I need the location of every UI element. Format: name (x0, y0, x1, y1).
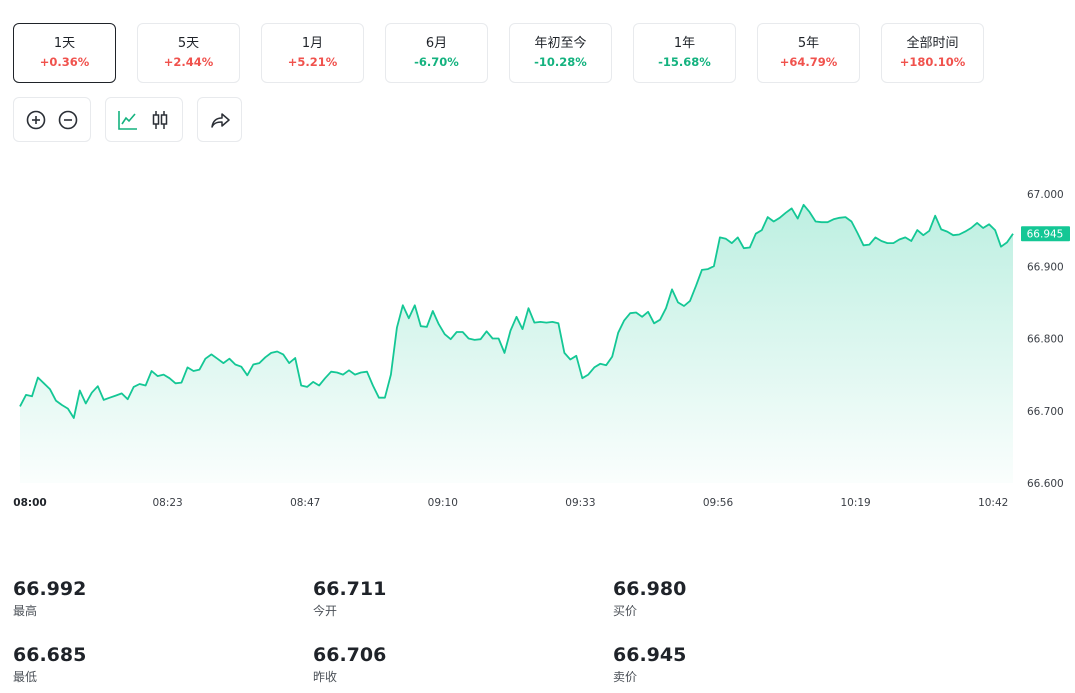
period-tab-5d[interactable]: 5天 +2.44% (137, 23, 240, 83)
zoom-out-button[interactable] (56, 108, 80, 132)
period-tab-1m[interactable]: 1月 +5.21% (261, 23, 364, 83)
x-tick-label: 08:00 (13, 497, 46, 509)
candlestick-button[interactable] (148, 108, 172, 132)
x-tick-label: 09:56 (703, 497, 734, 509)
period-label: 1月 (301, 36, 324, 51)
x-axis: 08:00 08:23 08:47 09:10 09:33 09:56 10:19 10:42 (13, 497, 1008, 509)
period-tab-5y[interactable]: 5年 +64.79% (757, 23, 860, 83)
stat-ask: 66.945 卖价 (613, 644, 686, 685)
period-label: 5年 (797, 36, 820, 51)
share-controls (197, 97, 242, 142)
y-axis: 67.000 66.900 66.800 66.700 66.600 (1027, 189, 1064, 490)
stat-prev-close: 66.706 昨收 (313, 644, 386, 685)
period-label: 1天 (53, 36, 76, 51)
stat-value: 66.711 (313, 578, 387, 600)
period-tab-6m[interactable]: 6月 -6.70% (385, 23, 488, 83)
period-change: -10.28% (534, 55, 587, 69)
period-tab-ytd[interactable]: 年初至今 -10.28% (509, 23, 612, 83)
x-tick-label: 08:47 (290, 497, 320, 509)
stat-label: 最低 (13, 670, 38, 684)
period-change: -15.68% (658, 55, 711, 69)
period-label: 1年 (673, 36, 696, 51)
line-chart-icon (118, 111, 137, 130)
zoom-controls (13, 97, 91, 142)
stat-value: 66.980 (613, 578, 687, 600)
chart-type-controls (105, 97, 183, 142)
period-tab-all[interactable]: 全部时间 +180.10% (881, 23, 984, 83)
period-change: +180.10% (899, 55, 966, 69)
x-tick-label: 10:19 (840, 497, 870, 509)
stat-label: 最高 (13, 604, 38, 618)
price-chart[interactable]: 67.000 66.900 66.800 66.700 66.600 08:00 08:2… (0, 150, 1075, 520)
period-label: 年初至今 (534, 36, 587, 51)
x-tick-label: 09:10 (428, 497, 458, 509)
zoom-in-icon (26, 110, 46, 130)
period-change: -6.70% (414, 55, 459, 69)
stat-label: 卖价 (613, 670, 638, 684)
stat-bid: 66.980 买价 (613, 578, 686, 619)
period-label: 6月 (425, 36, 448, 51)
x-tick-label: 08:23 (152, 497, 182, 509)
stat-value: 66.992 (13, 578, 87, 600)
y-tick-label: 66.800 (1027, 334, 1064, 346)
share-button[interactable] (208, 108, 232, 132)
period-tab-1d[interactable]: 1天 +0.36% (13, 23, 116, 83)
stat-high: 66.992 最高 (13, 578, 86, 619)
period-change: +5.21% (287, 55, 338, 69)
share-icon (211, 113, 230, 128)
y-tick-label: 67.000 (1027, 189, 1064, 201)
stat-label: 今开 (313, 604, 338, 618)
period-tab-1y[interactable]: 1年 -15.68% (633, 23, 736, 83)
line-chart-button[interactable] (116, 108, 140, 132)
stat-label: 买价 (613, 604, 638, 618)
price-line (19, 203, 1014, 419)
zoom-in-button[interactable] (24, 108, 48, 132)
period-label: 全部时间 (906, 36, 959, 51)
x-tick-label: 10:42 (978, 497, 1008, 509)
period-change: +0.36% (39, 55, 90, 69)
current-price-tag (1021, 226, 1070, 242)
stat-value: 66.945 (613, 644, 687, 666)
period-label: 5天 (177, 36, 200, 51)
current-price-marker: 66.945 (1021, 226, 1070, 242)
stat-label: 昨收 (313, 670, 338, 684)
zoom-out-icon (58, 110, 78, 130)
current-price-label: 66.945 (1027, 229, 1064, 241)
x-tick-label: 09:33 (565, 497, 595, 509)
y-tick-label: 66.700 (1027, 406, 1064, 418)
stat-low: 66.685 最低 (13, 644, 86, 685)
stat-open: 66.711 今开 (313, 578, 386, 619)
period-change: +2.44% (163, 55, 214, 69)
stat-value: 66.685 (13, 644, 87, 666)
period-change: +64.79% (779, 55, 838, 69)
stat-value: 66.706 (313, 644, 387, 666)
candlestick-icon (152, 111, 168, 129)
price-area-fill (20, 204, 1013, 484)
y-tick-label: 66.600 (1027, 478, 1064, 490)
y-tick-label: 66.900 (1027, 261, 1064, 273)
